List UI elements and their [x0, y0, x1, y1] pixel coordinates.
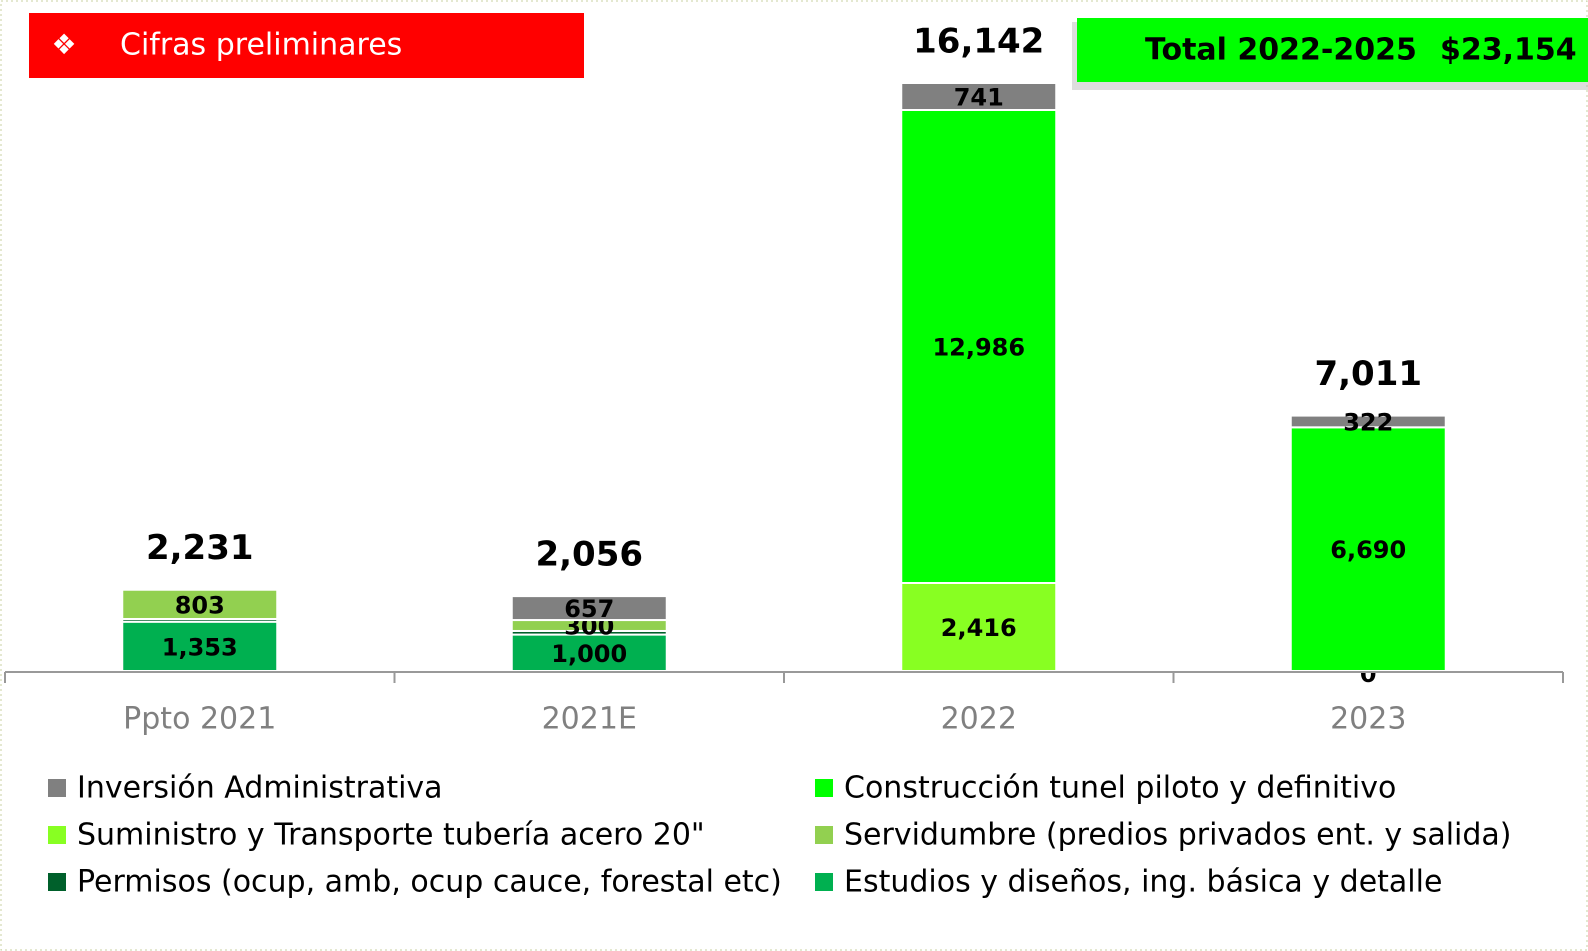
- data-label: 2,416: [941, 614, 1017, 642]
- data-label: 1,353: [162, 633, 238, 661]
- legend-swatch: [48, 826, 66, 844]
- data-label: 657: [564, 595, 614, 623]
- total-label: 2,056: [535, 535, 643, 575]
- x-tick-label: 2023: [1330, 702, 1406, 737]
- total-value: $23,154: [1440, 33, 1577, 68]
- bar-segment: [1289, 426, 1447, 672]
- total-label: 16,142: [913, 22, 1044, 62]
- legend-label: Permisos (ocup, amb, ocup cauce, foresta…: [77, 865, 782, 900]
- legend-label: Inversión Administrativa: [77, 771, 443, 806]
- legend-swatch: [815, 779, 833, 797]
- badge-text: Cifras preliminares: [120, 28, 402, 63]
- legend-label: Suministro y Transporte tubería acero 20…: [77, 818, 705, 853]
- total-label: Total 2022-2025: [1145, 33, 1417, 68]
- legend-label: Construcción tunel piloto y definitivo: [844, 771, 1396, 806]
- total-label: 2,231: [146, 528, 254, 568]
- x-tick-label: 2021E: [542, 702, 637, 737]
- bar-segment: [900, 108, 1058, 584]
- total-box: [1077, 18, 1588, 82]
- data-label: 741: [954, 83, 1004, 111]
- legend-label: Servidumbre (predios privados ent. y sal…: [844, 818, 1512, 853]
- x-tick-label: 2022: [941, 702, 1017, 737]
- bar-segment: [900, 82, 1058, 111]
- legend-swatch: [815, 873, 833, 891]
- data-label: 12,986: [932, 333, 1025, 361]
- legend-swatch: [815, 826, 833, 844]
- badge-symbol: ❖: [51, 28, 76, 61]
- legend-swatch: [48, 779, 66, 797]
- total-label: 7,011: [1314, 354, 1422, 394]
- legend-swatch: [48, 873, 66, 891]
- bar-segment: [121, 588, 279, 620]
- bar-segment: [1289, 414, 1447, 429]
- data-label: 803: [175, 591, 225, 619]
- x-tick-label: Ppto 2021: [123, 702, 276, 737]
- bar-segment: [510, 595, 668, 622]
- data-label: 322: [1343, 408, 1393, 436]
- data-label: 1,000: [551, 640, 627, 668]
- legend-label: Estudios y diseños, ing. básica y detall…: [844, 865, 1442, 900]
- badge: [29, 13, 584, 78]
- data-label: 6,690: [1330, 536, 1406, 564]
